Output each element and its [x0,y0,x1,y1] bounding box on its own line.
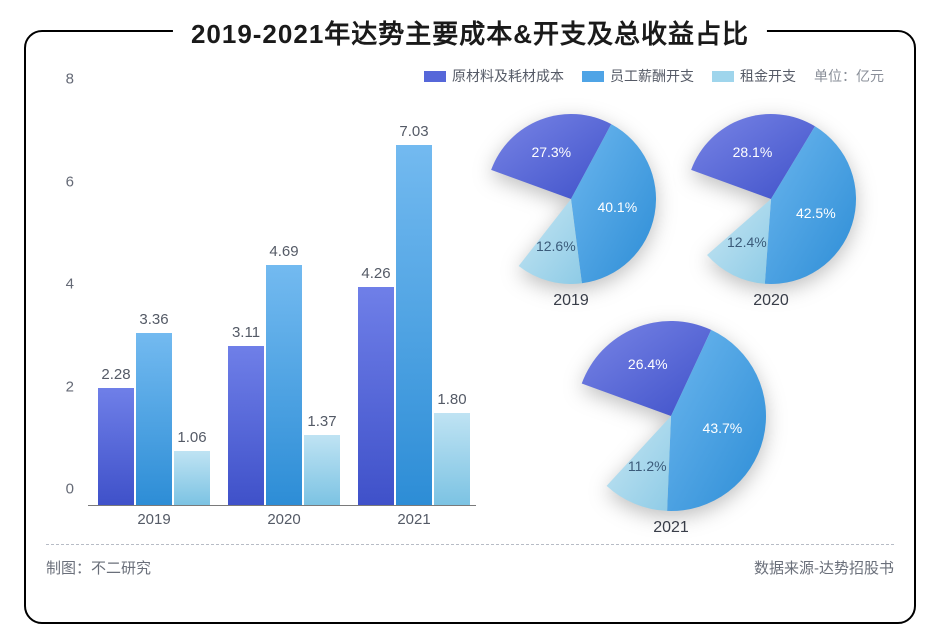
bar-value-label: 3.36 [139,311,168,328]
footer-credit: 制图：不二研究 [46,557,151,578]
slice-label-rent: 12.6% [536,238,576,254]
legend-item-1: 员工薪酬开支 [582,66,694,86]
bar-2021-0: 4.26 [358,287,394,505]
bar-2020-1: 4.69 [266,265,302,505]
bar-value-label: 1.06 [177,429,206,446]
legend-item-0: 原材料及耗材成本 [424,66,564,86]
pie-wrap: 27.3% 40.1% 12.6% [486,114,656,284]
bar-value-label: 1.80 [437,391,466,408]
x-label: 2021 [397,511,430,528]
bar-plot: 2.283.361.0620193.114.691.3720204.267.03… [88,96,476,506]
bar-value-label: 3.11 [232,324,260,341]
bar-group-2020: 3.114.691.372020 [228,265,340,505]
bar-value-label: 2.28 [101,366,130,383]
pie-2021: 26.4% 43.7% 11.2% 2021 [576,321,766,537]
legend-label-1: 员工薪酬开支 [610,66,694,86]
slice-label-raw: 27.3% [531,144,571,160]
slice-label-staff: 42.5% [796,205,836,221]
bar-chart: 02468 2.283.361.0620193.114.691.3720204.… [46,96,476,536]
y-axis: 02468 [46,96,80,506]
legend-label-0: 原材料及耗材成本 [452,66,564,86]
chart-title: 2019-2021年达势主要成本&开支及总收益占比 [191,14,749,51]
bar-2019-1: 3.36 [136,333,172,505]
footer-source: 数据来源-达势招股书 [754,557,894,578]
slice-label-raw: 28.1% [733,144,773,160]
chart-frame: 2019-2021年达势主要成本&开支及总收益占比 原材料及耗材成本 员工薪酬开… [24,30,916,624]
legend-label-2: 租金开支 [740,66,796,86]
slice-label-staff: 43.7% [703,420,743,436]
bar-2020-2: 1.37 [304,435,340,505]
y-tick: 6 [66,173,74,190]
legend-item-2: 租金开支 [712,66,796,86]
legend-swatch-2 [712,71,734,82]
bar-2020-0: 3.11 [228,346,264,505]
slice-label-raw: 26.4% [628,356,668,372]
bar-value-label: 1.37 [307,413,336,430]
title-container: 2019-2021年达势主要成本&开支及总收益占比 [173,14,767,51]
bar-2019-0: 2.28 [98,388,134,505]
pie-2019: 27.3% 40.1% 12.6% 2019 [486,114,656,310]
content-area: 02468 2.283.361.0620193.114.691.3720204.… [46,96,894,536]
x-label: 2020 [267,511,300,528]
y-tick: 0 [66,481,74,498]
y-tick: 8 [66,71,74,88]
pie-wrap: 26.4% 43.7% 11.2% [576,321,766,511]
legend-swatch-0 [424,71,446,82]
pie-panel: 27.3% 40.1% 12.6% 2019 28.1% 42.5% 12.4% 2020 26… [476,96,894,536]
bar-value-label: 4.69 [269,243,298,260]
y-tick: 2 [66,378,74,395]
slice-label-rent: 12.4% [727,234,767,250]
pie-2020: 28.1% 42.5% 12.4% 2020 [686,114,856,310]
bar-value-label: 4.26 [361,265,390,282]
bar-value-label: 7.03 [399,123,428,140]
pie-wrap: 28.1% 42.5% 12.4% [686,114,856,284]
x-label: 2019 [137,511,170,528]
pie-year-label: 2021 [576,519,766,537]
bar-group-2021: 4.267.031.802021 [358,145,470,505]
y-tick: 4 [66,276,74,293]
footer: 制图：不二研究 数据来源-达势招股书 [46,544,894,578]
slice-label-rent: 11.2% [628,458,667,474]
pie-year-label: 2020 [686,292,856,310]
bar-2021-1: 7.03 [396,145,432,505]
pie-year-label: 2019 [486,292,656,310]
slice-label-staff: 40.1% [597,199,637,215]
unit-label: 单位：亿元 [814,66,884,86]
bar-2019-2: 1.06 [174,451,210,505]
bar-group-2019: 2.283.361.062019 [98,333,210,505]
legend-swatch-1 [582,71,604,82]
bar-2021-2: 1.80 [434,413,470,505]
legend: 原材料及耗材成本 员工薪酬开支 租金开支 单位：亿元 [46,66,894,86]
